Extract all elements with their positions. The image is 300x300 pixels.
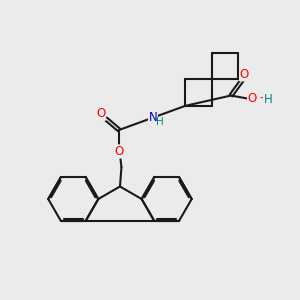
Text: H: H	[263, 93, 272, 106]
Text: O: O	[115, 145, 124, 158]
Text: O: O	[248, 92, 257, 105]
Text: N: N	[148, 111, 157, 124]
Text: H: H	[155, 117, 163, 127]
Text: -: -	[260, 92, 264, 106]
Text: O: O	[96, 107, 106, 120]
Text: O: O	[240, 68, 249, 81]
